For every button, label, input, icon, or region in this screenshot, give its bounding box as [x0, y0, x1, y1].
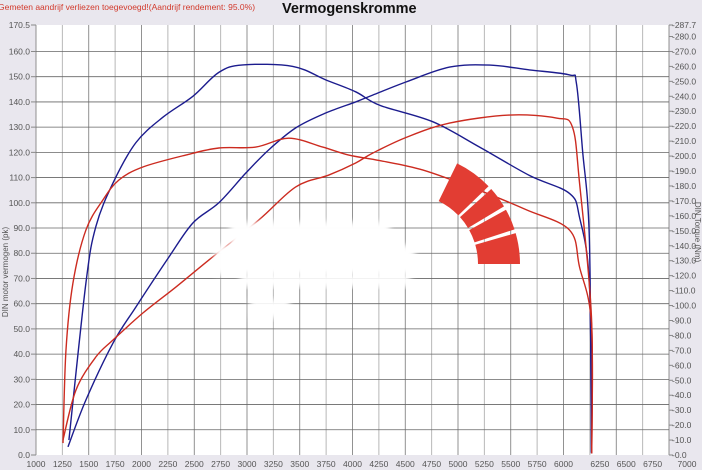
x-tick-label: 5250 [475, 459, 494, 469]
right-tick-label: -160.0 [672, 211, 696, 221]
drivetrain-loss-note: Gemeten aandrijf verliezen toegevoegd!(A… [0, 2, 256, 12]
logo-segment [438, 163, 489, 216]
watermark-shape [250, 300, 290, 318]
right-tick-label: -10.0 [672, 435, 692, 445]
x-tick-label: 4500 [396, 459, 415, 469]
x-tick-label: 2000 [132, 459, 151, 469]
stock-power-curve [62, 114, 594, 453]
right-tick-label: -270.0 [672, 46, 696, 56]
x-tick-label: 2250 [158, 459, 177, 469]
logo-segment [469, 209, 515, 243]
stock-torque-curve [62, 137, 594, 454]
x-tick-label: 4000 [343, 459, 362, 469]
left-tick-label: 50.0 [13, 324, 30, 334]
logo-segment [460, 189, 505, 228]
watermark [215, 222, 415, 318]
right-tick-label: -100.0 [672, 301, 696, 311]
right-tick-label: -50.0 [672, 375, 692, 385]
right-tick-label: -0.0 [672, 450, 687, 460]
x-tick-label: 1250 [53, 459, 72, 469]
right-tick-label: -200.0 [672, 151, 696, 161]
right-tick-label: -130.0 [672, 256, 696, 266]
left-tick-label: 10.0 [13, 425, 30, 435]
left-tick-label: 120.0 [9, 147, 31, 157]
right-tick-label: -60.0 [672, 360, 692, 370]
right-axis-label: DIN Torque (Nm) [693, 202, 702, 263]
left-tick-label: 140.0 [9, 97, 31, 107]
axis-ticks: 1000 1250 1500 1750 2000 2250 2500 2750 3000 3250… [9, 20, 697, 469]
right-tick-label: -180.0 [672, 181, 696, 191]
right-tick-label: -240.0 [672, 91, 696, 101]
x-tick-label: 4750 [422, 459, 441, 469]
right-tick-label: -140.0 [672, 241, 696, 251]
right-tick-label: -287.7 [672, 20, 696, 30]
x-tick-label: 3500 [290, 459, 309, 469]
x-tick-label: 6250 [590, 459, 609, 469]
right-tick-label: -210.0 [672, 136, 696, 146]
left-tick-label: 80.0 [13, 248, 30, 258]
x-tick-label: 6500 [617, 459, 636, 469]
left-tick-label: 40.0 [13, 349, 30, 359]
left-axis-label: DIN motor vermogen (pk) [1, 227, 10, 318]
left-tick-label: 100.0 [9, 198, 31, 208]
left-tick-label: 60.0 [13, 299, 30, 309]
left-tick-label: 70.0 [13, 273, 30, 283]
x-tick-label: 2750 [211, 459, 230, 469]
grid [35, 25, 670, 455]
right-tick-label: -150.0 [672, 226, 696, 236]
x-tick-label: 5000 [449, 459, 468, 469]
left-tick-label: 170.5 [9, 20, 31, 30]
left-tick-label: 0.0 [18, 450, 30, 460]
left-tick-label: 150.0 [9, 72, 31, 82]
left-tick-label: 30.0 [13, 374, 30, 384]
left-tick-label: 20.0 [13, 400, 30, 410]
x-tick-label: 6750 [643, 459, 662, 469]
x-tick-label: 5750 [528, 459, 547, 469]
left-tick-label: 110.0 [9, 173, 30, 183]
left-tick-label: 130.0 [9, 122, 31, 132]
chart-title: Vermogenskromme [282, 1, 417, 17]
logo-icon [438, 163, 521, 264]
right-tick-label: -250.0 [672, 76, 696, 86]
watermark-shape [215, 245, 415, 275]
tuned-torque-curve [68, 63, 593, 454]
right-tick-label: -170.0 [672, 196, 696, 206]
x-tick-label: 2500 [185, 459, 204, 469]
x-tick-label: 3250 [264, 459, 283, 469]
right-tick-label: -280.0 [672, 32, 696, 42]
left-tick-label: 160.0 [9, 46, 31, 56]
x-tick-label: 3750 [317, 459, 336, 469]
x-tick-label: 3000 [238, 459, 257, 469]
tuned-power-curve [67, 64, 593, 453]
right-tick-label: -20.0 [672, 420, 692, 430]
right-tick-label: -70.0 [672, 345, 692, 355]
right-tick-label: -230.0 [672, 106, 696, 116]
right-tick-label: -40.0 [672, 390, 692, 400]
x-tick-label: 6000 [554, 459, 573, 469]
right-tick-label: -120.0 [672, 271, 696, 281]
logo-segment [475, 233, 521, 264]
right-tick-label: -110.0 [672, 286, 696, 296]
x-tick-label: 1000 [27, 459, 46, 469]
x-tick-label: 5500 [501, 459, 520, 469]
x-tick-label: 7000 [678, 459, 697, 469]
right-tick-label: -220.0 [672, 121, 696, 131]
right-tick-label: -90.0 [672, 315, 692, 325]
watermark-shape [240, 275, 410, 287]
x-tick-label: 1750 [106, 459, 125, 469]
right-tick-label: -80.0 [672, 330, 692, 340]
curves [62, 63, 594, 454]
right-tick-label: -30.0 [672, 405, 692, 415]
left-tick-label: 90.0 [13, 223, 30, 233]
x-tick-label: 4250 [369, 459, 388, 469]
right-tick-label: -260.0 [672, 61, 696, 71]
right-tick-label: -190.0 [672, 166, 696, 176]
x-tick-label: 1500 [79, 459, 98, 469]
